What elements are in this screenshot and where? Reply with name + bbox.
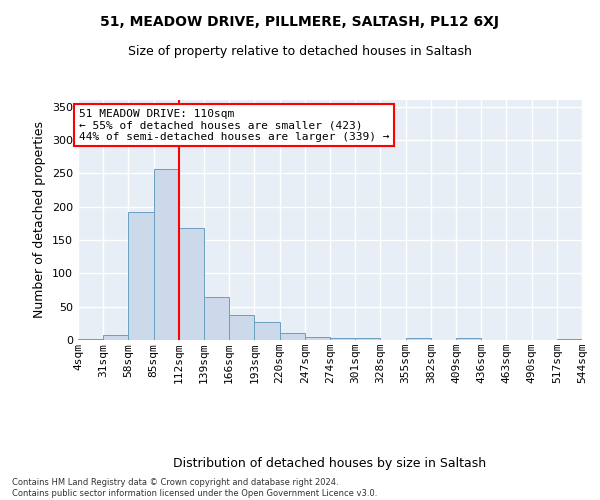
Bar [305,336,330,340]
Text: Contains HM Land Registry data © Crown copyright and database right 2024.
Contai: Contains HM Land Registry data © Crown c… [12,478,377,498]
Y-axis label: Number of detached properties: Number of detached properties [34,122,46,318]
Bar [456,338,481,340]
Text: 51 MEADOW DRIVE: 110sqm
← 55% of detached houses are smaller (423)
44% of semi-d: 51 MEADOW DRIVE: 110sqm ← 55% of detache… [79,108,389,142]
Bar [355,338,380,340]
Bar [557,338,582,340]
Text: 51, MEADOW DRIVE, PILLMERE, SALTASH, PL12 6XJ: 51, MEADOW DRIVE, PILLMERE, SALTASH, PL1… [101,15,499,29]
Bar [229,316,254,340]
Bar [78,338,103,340]
Bar [179,228,204,340]
Bar [330,338,355,340]
Bar [406,338,431,340]
Bar [204,296,229,340]
Text: Size of property relative to detached houses in Saltash: Size of property relative to detached ho… [128,45,472,58]
Bar [254,322,280,340]
Bar [280,332,305,340]
Bar [154,170,179,340]
Bar [103,334,128,340]
Bar [128,212,154,340]
Text: Distribution of detached houses by size in Saltash: Distribution of detached houses by size … [173,458,487,470]
